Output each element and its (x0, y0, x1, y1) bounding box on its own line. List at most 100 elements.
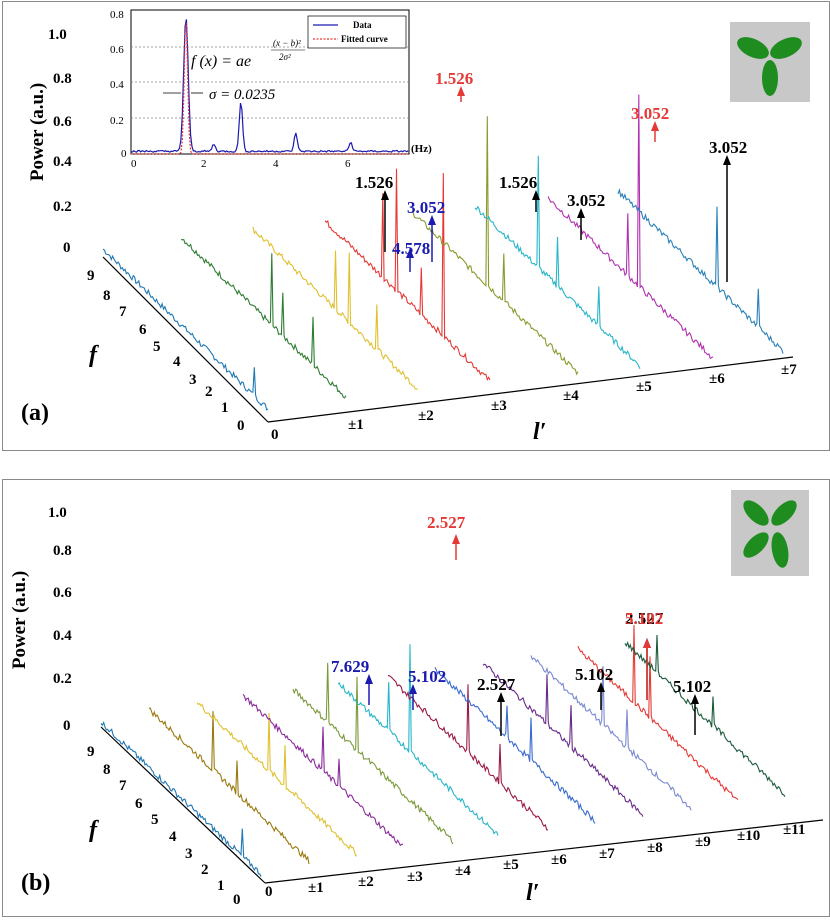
peak-label: 5.102 (575, 665, 613, 684)
four-leaf-icon (731, 490, 809, 576)
spectrum-trace (337, 644, 499, 836)
f-tick: 3 (185, 846, 193, 862)
l-tick: ±6 (551, 852, 567, 868)
inset-fit-line (131, 23, 409, 155)
legend-data: Data (353, 20, 372, 30)
l-tick: ±5 (503, 857, 519, 873)
inset-x-tick: 0 (131, 158, 137, 170)
peak-label: 1.526 (355, 173, 393, 192)
f-tick: 9 (87, 744, 95, 760)
spectrum-trace (252, 226, 419, 390)
peak-arrow-head (406, 248, 414, 258)
inset-chart: 0.8 0.6 0.4 0.2 0 0 2 4 6 (Hz) Data Fitt… (110, 9, 432, 170)
leaf-shape (771, 532, 789, 568)
peak-arrow-head (365, 674, 373, 684)
l-tick: ±8 (647, 840, 663, 856)
peak-arrow-head (409, 684, 417, 694)
peak-label: 3.052 (631, 104, 669, 123)
formula: f (x) = ae (191, 53, 251, 70)
spectrum-trace (148, 707, 310, 865)
spectra-traces (102, 94, 784, 411)
inset-x-unit: (Hz) (411, 143, 432, 155)
spectrum-trace (387, 675, 549, 831)
spectrum-trace (181, 239, 347, 399)
peak-arrow-head (532, 190, 540, 200)
f-tick: 8 (103, 288, 111, 304)
formula-exponent: (x − b)² (273, 38, 301, 48)
l-axis-line (267, 356, 794, 423)
spectrum-trace (324, 168, 491, 381)
inset-x-tick: 4 (273, 158, 279, 170)
f-tick: 5 (151, 812, 159, 828)
peak-label: 2.527 (477, 675, 516, 694)
y-tick: 0.8 (53, 543, 72, 559)
l-axis-label: l′ (526, 880, 539, 906)
peak-arrow-head (497, 692, 505, 702)
spectrum-trace (102, 248, 269, 411)
chart-b: Power (a.u.) 1.0 0.8 0.6 0.4 0.2 0 9 8 7… (9, 490, 824, 908)
panel-a: Power (a.u.) 1.0 0.8 0.6 0.4 0.2 0 9 8 7… (2, 1, 830, 451)
peak-arrow-head (457, 86, 465, 96)
leaf-shape (743, 532, 769, 558)
l-tick: ±4 (563, 388, 579, 404)
f-tick: 4 (169, 829, 177, 845)
f-tick: 6 (139, 322, 147, 338)
panel-label: (a) (21, 400, 49, 426)
spectrum-trace (577, 625, 739, 801)
peak-arrow-head (381, 190, 389, 200)
inset-data-line (131, 19, 409, 153)
y-tick: 0 (63, 240, 71, 256)
inset-x-tick: 6 (345, 158, 351, 170)
y-axis-label: Power (a.u.) (27, 83, 48, 181)
f-axis-label: f (89, 817, 99, 843)
peak-label: 2.527 (427, 513, 466, 532)
f-tick: 3 (189, 372, 197, 388)
f-axis-label: f (89, 342, 99, 368)
spectrum-trace (100, 721, 262, 877)
panel-b: Power (a.u.) 1.0 0.8 0.6 0.4 0.2 0 9 8 7… (2, 479, 830, 917)
peak-label: 5.102 (408, 667, 446, 686)
peak-label: 5.102 (673, 677, 711, 696)
y-tick: 0.8 (53, 71, 72, 87)
inset-y-tick: 0.8 (110, 9, 124, 21)
leaf-shape (770, 37, 802, 59)
y-tick: 0.2 (53, 199, 72, 215)
peak-arrow-head (452, 534, 460, 544)
l-tick: ±1 (308, 880, 324, 896)
f-tick: 7 (119, 304, 127, 320)
f-tick: 4 (173, 354, 181, 370)
spectrum-trace (292, 662, 454, 845)
spectrum-trace (434, 667, 596, 824)
f-tick: 5 (153, 339, 161, 355)
peak-arrow-head (577, 208, 585, 218)
peak-arrow-head (691, 694, 699, 704)
l-tick: ±9 (695, 834, 711, 850)
leaf-shape (762, 60, 778, 96)
f-tick: 2 (205, 384, 213, 400)
three-leaf-icon (730, 22, 810, 102)
l-tick: ±3 (491, 398, 507, 414)
peak-label: 1.526 (499, 173, 537, 192)
f-tick: 6 (135, 796, 143, 812)
f-tick: 0 (233, 892, 241, 908)
peak-arrow-head (643, 638, 651, 648)
spectra-traces (100, 625, 786, 877)
f-tick: 1 (221, 400, 229, 416)
l-tick: ±4 (455, 863, 471, 879)
peak-label: 5.102 (625, 609, 663, 628)
inset-y-tick: 0.6 (110, 44, 124, 56)
l-tick: ±5 (636, 379, 652, 395)
l-tick: ±7 (781, 362, 797, 378)
y-tick: 0 (63, 718, 71, 734)
leaf-shape (737, 37, 769, 59)
spectrum-trace (412, 116, 579, 376)
inset-y-tick: 0 (121, 148, 127, 160)
spectrum-trace (474, 155, 641, 369)
y-axis-label: Power (a.u.) (9, 571, 30, 669)
l-tick: ±2 (358, 874, 374, 890)
l-axis-label: l′ (533, 419, 546, 445)
f-tick: 8 (103, 762, 111, 778)
l-axis-line (264, 819, 824, 884)
f-axis-line (100, 726, 266, 884)
